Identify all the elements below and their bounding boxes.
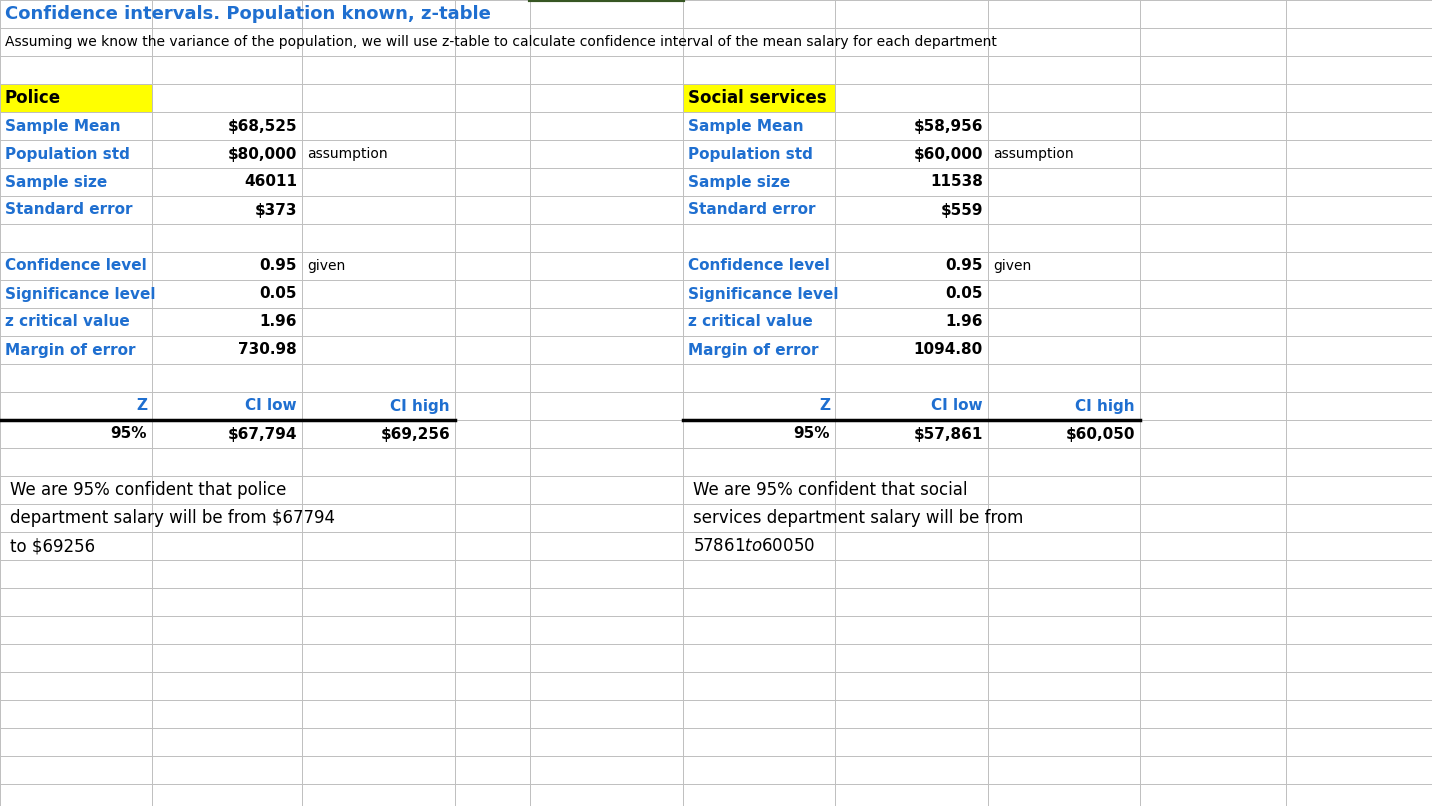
Text: 0.95: 0.95 xyxy=(945,259,982,273)
Text: given: given xyxy=(306,259,345,273)
Text: $57861 to $60050: $57861 to $60050 xyxy=(693,537,815,555)
Text: Margin of error: Margin of error xyxy=(687,343,819,358)
Text: given: given xyxy=(992,259,1031,273)
Text: assumption: assumption xyxy=(992,147,1074,161)
Text: Confidence intervals. Population known, z-table: Confidence intervals. Population known, … xyxy=(4,5,491,23)
Text: $60,000: $60,000 xyxy=(914,147,982,161)
Text: $69,256: $69,256 xyxy=(381,426,450,442)
Text: We are 95% confident that police: We are 95% confident that police xyxy=(10,481,286,499)
Text: Standard error: Standard error xyxy=(4,202,133,218)
Text: Significance level: Significance level xyxy=(4,286,156,301)
Text: Significance level: Significance level xyxy=(687,286,839,301)
Bar xyxy=(0,84,152,112)
Text: $60,050: $60,050 xyxy=(1065,426,1136,442)
Bar xyxy=(683,84,835,112)
Text: CI low: CI low xyxy=(931,398,982,413)
Text: Sample Mean: Sample Mean xyxy=(4,118,120,134)
Text: 1.96: 1.96 xyxy=(259,314,296,330)
Text: z critical value: z critical value xyxy=(687,314,813,330)
Text: services department salary will be from: services department salary will be from xyxy=(693,509,1024,527)
Text: Z: Z xyxy=(819,398,831,413)
Text: department salary will be from $67794: department salary will be from $67794 xyxy=(10,509,335,527)
Text: $57,861: $57,861 xyxy=(914,426,982,442)
Text: We are 95% confident that social: We are 95% confident that social xyxy=(693,481,968,499)
Text: 95%: 95% xyxy=(110,426,147,442)
Text: 1.96: 1.96 xyxy=(945,314,982,330)
Text: 95%: 95% xyxy=(793,426,831,442)
Text: Population std: Population std xyxy=(4,147,130,161)
Text: $559: $559 xyxy=(941,202,982,218)
Text: 0.05: 0.05 xyxy=(259,286,296,301)
Text: Assuming we know the variance of the population, we will use z-table to calculat: Assuming we know the variance of the pop… xyxy=(4,35,997,49)
Text: CI high: CI high xyxy=(1075,398,1136,413)
Text: Population std: Population std xyxy=(687,147,813,161)
Text: Sample size: Sample size xyxy=(4,175,107,189)
Text: 730.98: 730.98 xyxy=(238,343,296,358)
Text: Z: Z xyxy=(136,398,147,413)
Text: 0.95: 0.95 xyxy=(259,259,296,273)
Text: Standard error: Standard error xyxy=(687,202,815,218)
Text: assumption: assumption xyxy=(306,147,388,161)
Text: CI low: CI low xyxy=(245,398,296,413)
Text: 46011: 46011 xyxy=(243,175,296,189)
Text: 0.05: 0.05 xyxy=(945,286,982,301)
Text: $373: $373 xyxy=(255,202,296,218)
Text: Sample Mean: Sample Mean xyxy=(687,118,803,134)
Text: Social services: Social services xyxy=(687,89,826,107)
Text: 11538: 11538 xyxy=(931,175,982,189)
Text: CI high: CI high xyxy=(391,398,450,413)
Text: $58,956: $58,956 xyxy=(914,118,982,134)
Text: to $69256: to $69256 xyxy=(10,537,95,555)
Text: $80,000: $80,000 xyxy=(228,147,296,161)
Text: $68,525: $68,525 xyxy=(228,118,296,134)
Text: Police: Police xyxy=(4,89,62,107)
Text: Confidence level: Confidence level xyxy=(4,259,146,273)
Text: Margin of error: Margin of error xyxy=(4,343,136,358)
Text: Sample size: Sample size xyxy=(687,175,790,189)
Text: 1094.80: 1094.80 xyxy=(914,343,982,358)
Text: $67,794: $67,794 xyxy=(228,426,296,442)
Text: z critical value: z critical value xyxy=(4,314,130,330)
Text: Confidence level: Confidence level xyxy=(687,259,829,273)
